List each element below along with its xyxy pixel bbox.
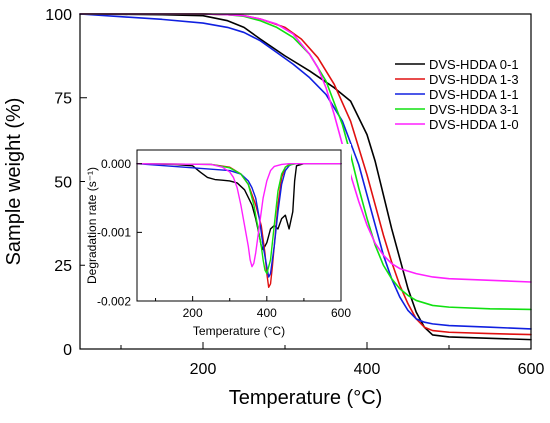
inset-x-tick-label: 400 [257,306,277,320]
inset-y-tick-label: 0.000 [101,157,131,171]
main-x-tick-label: 200 [190,361,217,378]
main-x-tick-label: 600 [518,361,545,378]
inset-x-tick-label: 600 [331,306,351,320]
inset-background [85,144,351,341]
main-y-tick-label: 75 [54,91,72,108]
main-x-tick-label: 400 [354,361,381,378]
legend-label-4: DVS-HDDA 1-0 [429,117,519,132]
inset-x-axis-label: Temperature (°C) [193,324,285,338]
legend-label-0: DVS-HDDA 0-1 [429,57,519,72]
legend-label-2: DVS-HDDA 1-1 [429,87,519,102]
main-x-axis-label: Temperature (°C) [229,387,383,409]
main-y-tick-label: 25 [54,258,72,275]
main-series-line-0 [79,13,532,341]
main-y-axis-label: Sample weight (%) [3,98,25,266]
inset-x-tick-label: 200 [183,306,203,320]
inset-plot: 200 400 600 0.000 -0.001 -0.002 Temperature (… [85,144,351,341]
main-y-tick-label: 100 [45,7,72,24]
inset-y-axis-label: Degradation rate (s⁻¹) [85,167,99,284]
main-y-tick-label: 50 [54,174,72,191]
inset-series-line-4 [136,163,342,268]
legend-label-1: DVS-HDDA 1-3 [429,72,519,87]
main-series-line-3 [79,13,532,311]
inset-plot-frame [136,149,342,302]
inset-series-line-2 [136,163,342,278]
main-y-tick-label: 0 [63,342,72,359]
main-axis-ticks: 200 400 600 0 25 50 75 100 [45,7,544,378]
main-series-lines [79,13,532,341]
inset-y-tick-label: -0.001 [97,226,131,240]
inset-axis-ticks: 200 400 600 0.000 -0.001 -0.002 [97,157,351,320]
legend-label-3: DVS-HDDA 3-1 [429,102,519,117]
main-plot: 200 400 600 0 25 50 75 100 Temperature (°C) Sam… [3,7,544,409]
inset-series-line-3 [136,163,342,275]
inset-series-lines [136,163,342,288]
main-series-line-2 [79,13,532,330]
inset-y-tick-label: -0.002 [97,294,131,308]
